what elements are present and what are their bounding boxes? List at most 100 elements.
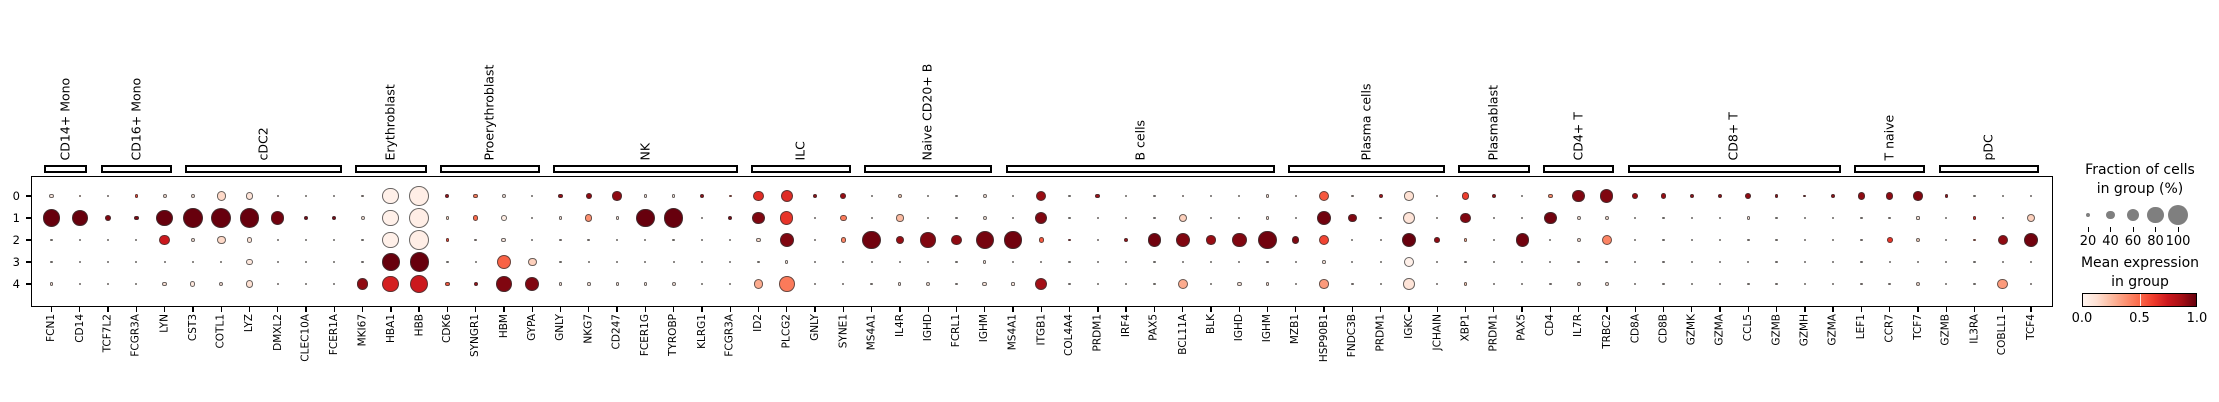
expression-dot xyxy=(1492,216,1495,220)
x-tick xyxy=(1380,307,1382,312)
gene-label: FCRL1 xyxy=(950,314,963,348)
expression-dot xyxy=(1972,216,1977,220)
expression-dot xyxy=(496,254,512,270)
expression-dot xyxy=(585,193,592,199)
gene-label: FNDC3B xyxy=(1346,314,1359,358)
gene-label: TCF4 xyxy=(2024,314,2037,340)
expression-dot xyxy=(1775,216,1778,220)
expression-dot xyxy=(1435,282,1439,286)
group-label: B cells xyxy=(1132,119,1148,160)
expression-dot xyxy=(1601,235,1612,245)
expression-dot xyxy=(587,238,591,242)
gene-label: FCER1G xyxy=(639,314,652,357)
y-tick xyxy=(26,217,31,219)
expression-dot xyxy=(1231,232,1247,248)
expression-dot xyxy=(1689,193,1694,199)
gene-label: CCR7 xyxy=(1883,314,1896,343)
colorbar-mid-tick xyxy=(2139,294,2141,306)
expression-dot xyxy=(1209,216,1213,220)
group-label: T naive xyxy=(1881,114,1897,160)
expression-dot xyxy=(1351,194,1354,198)
expression-dot xyxy=(778,276,795,292)
expression-dot xyxy=(1123,237,1129,243)
gene-label: HSP90B1 xyxy=(1317,314,1330,363)
expression-dot xyxy=(898,282,902,286)
expression-dot xyxy=(1265,282,1270,286)
x-tick xyxy=(50,307,53,312)
gene-label: COTL1 xyxy=(214,314,227,349)
expression-dot xyxy=(304,260,308,264)
expression-dot xyxy=(1004,231,1022,249)
group-label: CD14+ Mono xyxy=(57,77,73,160)
expression-dot xyxy=(1011,260,1015,264)
expression-dot xyxy=(1944,194,1948,198)
expression-dot xyxy=(1549,260,1552,264)
expression-dot xyxy=(1915,281,1921,287)
expression-dot xyxy=(445,216,449,220)
expression-dot xyxy=(1860,282,1863,286)
x-tick xyxy=(1662,307,1665,312)
expression-dot xyxy=(1803,216,1806,220)
x-tick xyxy=(1464,307,1467,312)
expression-dot xyxy=(1857,192,1866,200)
x-tick xyxy=(786,307,788,312)
expression-dot xyxy=(49,193,54,199)
expression-dot xyxy=(408,207,430,229)
expression-dot xyxy=(190,281,196,287)
expression-dot xyxy=(1404,191,1414,201)
expression-dot xyxy=(927,260,930,264)
gene-label: FCER1A xyxy=(328,314,341,356)
expression-dot xyxy=(700,260,704,264)
expression-dot xyxy=(1379,282,1382,286)
x-tick xyxy=(1153,307,1156,312)
expression-dot xyxy=(558,282,563,286)
expression-dot xyxy=(1945,282,1948,286)
expression-dot xyxy=(2030,260,2033,264)
size-legend-tick xyxy=(2110,227,2111,232)
expression-dot xyxy=(1035,277,1048,290)
x-tick xyxy=(1973,307,1976,312)
x-tick xyxy=(1295,307,1297,312)
expression-dot xyxy=(1236,281,1242,287)
expression-dot xyxy=(42,209,61,227)
expression-dot xyxy=(1549,238,1552,242)
gene-label: CST3 xyxy=(186,314,199,342)
x-tick xyxy=(1775,307,1778,312)
expression-dot xyxy=(671,194,676,198)
x-tick xyxy=(757,307,760,312)
expression-dot xyxy=(218,281,224,287)
x-tick xyxy=(1747,307,1749,312)
expression-dot xyxy=(1322,260,1326,264)
gene-label: BLK xyxy=(1204,314,1217,334)
expression-dot xyxy=(133,215,139,221)
expression-dot xyxy=(474,260,477,264)
gene-label: CD8B xyxy=(1657,314,1670,344)
expression-dot xyxy=(1209,194,1213,198)
gene-label: PLCG2 xyxy=(780,314,793,349)
x-tick xyxy=(1125,307,1127,312)
expression-dot xyxy=(382,275,400,293)
expression-dot xyxy=(559,260,562,264)
expression-dot xyxy=(531,194,534,198)
x-tick xyxy=(1719,307,1721,312)
x-tick xyxy=(107,307,109,312)
expression-dot xyxy=(1973,238,1976,242)
expression-dot xyxy=(700,216,704,220)
expression-dot xyxy=(1747,238,1750,242)
expression-dot xyxy=(1238,194,1241,198)
group-bracket xyxy=(1458,164,1530,173)
expression-dot xyxy=(1011,282,1015,286)
expression-dot xyxy=(927,216,930,220)
expression-dot xyxy=(1548,282,1552,286)
size-legend-dot xyxy=(2085,212,2091,218)
expression-dot xyxy=(785,260,789,264)
expression-dot xyxy=(1634,216,1637,220)
gene-label: COBLL1 xyxy=(1996,314,2009,356)
x-tick xyxy=(1068,307,1071,312)
expression-dot xyxy=(672,238,675,242)
x-tick xyxy=(135,307,137,312)
gene-label: PAX5 xyxy=(1515,314,1528,341)
expression-dot xyxy=(1125,282,1128,286)
expression-dot xyxy=(1238,216,1241,220)
row-label: 0 xyxy=(12,189,20,203)
